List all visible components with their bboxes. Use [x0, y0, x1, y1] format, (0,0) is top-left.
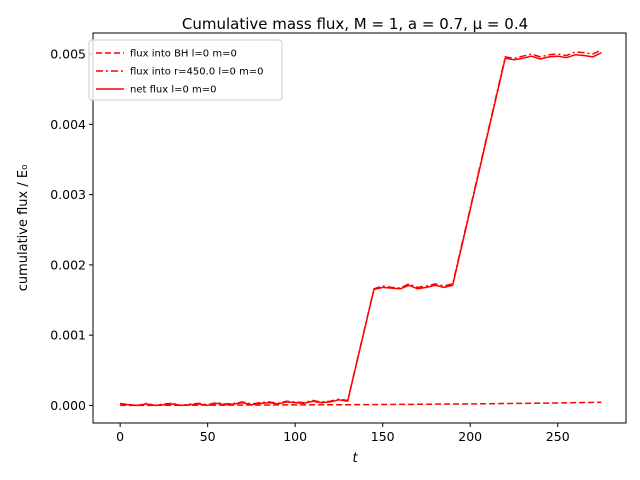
x-tick-label: 0 — [116, 429, 124, 444]
x-axis-label: t — [352, 451, 358, 466]
y-tick-label: 0.001 — [50, 328, 86, 343]
legend-label: flux into BH l=0 m=0 — [130, 49, 237, 60]
y-tick-label: 0.002 — [50, 257, 86, 272]
x-tick-label: 250 — [546, 429, 570, 444]
series-line-dashed — [120, 401, 602, 407]
y-tick-label: 0.004 — [50, 117, 86, 132]
series-line-solid — [120, 52, 602, 407]
x-tick-label: 200 — [458, 429, 482, 444]
legend-box — [88, 39, 283, 101]
x-axis-ticks: 0 50 100 150 200 250 — [116, 423, 570, 444]
legend-label: flux into r=450.0 l=0 m=0 — [130, 67, 264, 78]
chart-title: Cumulative mass flux, M = 1, a = 0.7, μ … — [182, 15, 528, 33]
legend: flux into BH l=0 m=0 flux into r=450.0 l=… — [88, 39, 283, 101]
y-tick-label: 0.005 — [50, 47, 86, 62]
x-tick-label: 50 — [200, 429, 216, 444]
y-tick-label: 0.000 — [50, 398, 86, 413]
plot-frame — [92, 32, 627, 424]
legend-entries: flux into BH l=0 m=0 flux into r=450.0 l=… — [96, 49, 264, 96]
y-tick-label: 0.003 — [50, 187, 86, 202]
y-axis-label: cumulative flux / E₀ — [16, 165, 31, 292]
x-tick-label: 100 — [283, 429, 307, 444]
y-axis-ticks: 0.000 0.001 0.002 0.003 0.004 0.005 — [50, 47, 93, 413]
plot-series-group — [120, 49, 602, 407]
x-tick-label: 150 — [371, 429, 395, 444]
legend-label: net flux l=0 m=0 — [130, 85, 217, 96]
